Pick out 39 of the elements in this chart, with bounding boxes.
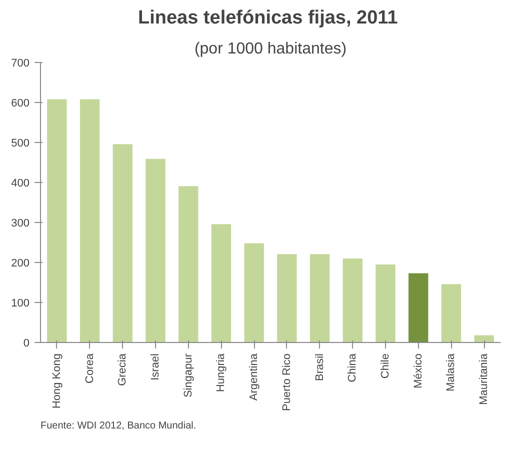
y-tick-label: 100 [11, 298, 30, 310]
y-tick-label: 300 [11, 218, 30, 230]
x-tick-label: Brasil [314, 353, 326, 382]
bar [277, 254, 297, 342]
x-tick-label: China [346, 352, 359, 382]
bar [146, 158, 166, 342]
y-tick-label: 400 [11, 178, 30, 190]
x-tick-label: Hungria [215, 352, 228, 392]
bar [441, 284, 462, 342]
bar [376, 264, 396, 342]
bar [80, 99, 100, 342]
x-tick-label: Argentina [248, 352, 260, 401]
bar [211, 224, 232, 342]
bar [244, 243, 264, 342]
y-tick-label: 700 [11, 58, 30, 70]
x-tick-label: Chile [380, 353, 392, 379]
y-tick-label: 600 [11, 98, 30, 110]
y-tick-label: 200 [11, 258, 30, 270]
bar [47, 99, 67, 342]
x-tick-label: Singapur [182, 353, 194, 398]
source-note: Fuente: WDI 2012, Banco Mundial. [40, 420, 196, 432]
bar [408, 273, 428, 342]
y-tick-label: 500 [11, 138, 30, 150]
bar [474, 335, 494, 342]
y-tick-label: 0 [23, 338, 30, 350]
chart-subtitle: (por 1000 habitantes) [194, 40, 347, 58]
bar [178, 186, 198, 342]
x-tick-label: Hong Kong [50, 353, 63, 409]
x-tick-label: Mauritania [478, 352, 490, 405]
chart-title: Lineas telefónicas fijas, 2011 [138, 8, 398, 28]
bar [112, 144, 132, 342]
x-tick-label: Malasia [445, 352, 458, 392]
x-tick-label: Corea [84, 352, 96, 384]
x-tick-label: Puerto Rico [280, 353, 293, 411]
x-tick-label: Grecia [116, 352, 129, 386]
bar [342, 258, 362, 342]
bar [310, 254, 330, 342]
x-tick-label: Israel [150, 353, 162, 380]
x-tick-label: México [412, 354, 424, 388]
